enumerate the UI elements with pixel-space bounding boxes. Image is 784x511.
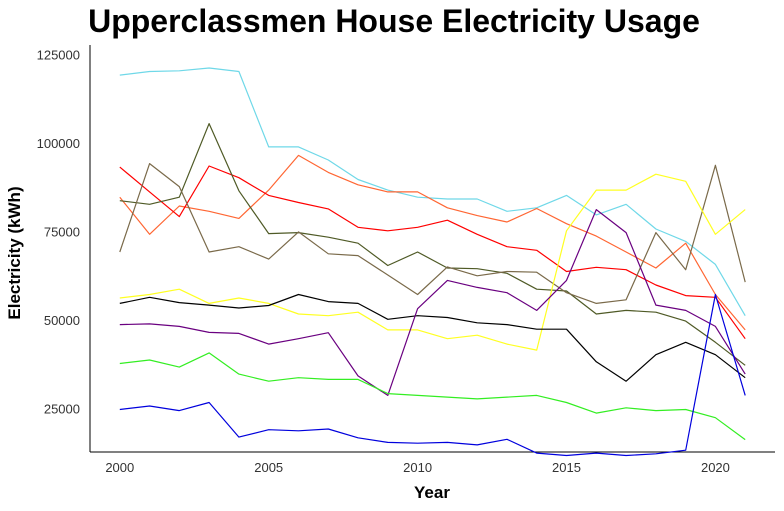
series-lines [119, 67, 746, 457]
series-line-3 [119, 165, 746, 340]
y-tick-label: 100000 [37, 136, 80, 151]
y-tick-label: 25000 [44, 402, 80, 417]
x-tick-label: 2000 [105, 460, 134, 475]
y-tick-label: 75000 [44, 225, 80, 240]
y-tick-label: 125000 [37, 48, 80, 63]
chart-title: Upperclassmen House Electricity Usage [88, 3, 700, 39]
y-tick-label: 50000 [44, 313, 80, 328]
x-tick-labels: 2000 2005 2010 2015 2020 [105, 460, 730, 475]
series-line-7 [119, 293, 746, 382]
series-line-8 [119, 209, 746, 396]
series-line-10 [119, 293, 746, 457]
series-line-6 [119, 173, 746, 351]
y-axis-title: Electricity (kWh) [5, 186, 24, 319]
series-line-2 [119, 154, 746, 331]
x-tick-label: 2020 [701, 460, 730, 475]
series-line-5 [119, 163, 746, 304]
x-axis-title: Year [414, 483, 450, 502]
x-tick-label: 2015 [552, 460, 581, 475]
axes [89, 45, 775, 453]
series-line-9 [119, 352, 746, 441]
x-tick-label: 2005 [254, 460, 283, 475]
series-line-1 [119, 67, 746, 317]
series-line-4 [119, 122, 746, 366]
y-tick-labels: 25000 50000 75000 100000 125000 [37, 48, 80, 417]
x-tick-label: 2010 [403, 460, 432, 475]
